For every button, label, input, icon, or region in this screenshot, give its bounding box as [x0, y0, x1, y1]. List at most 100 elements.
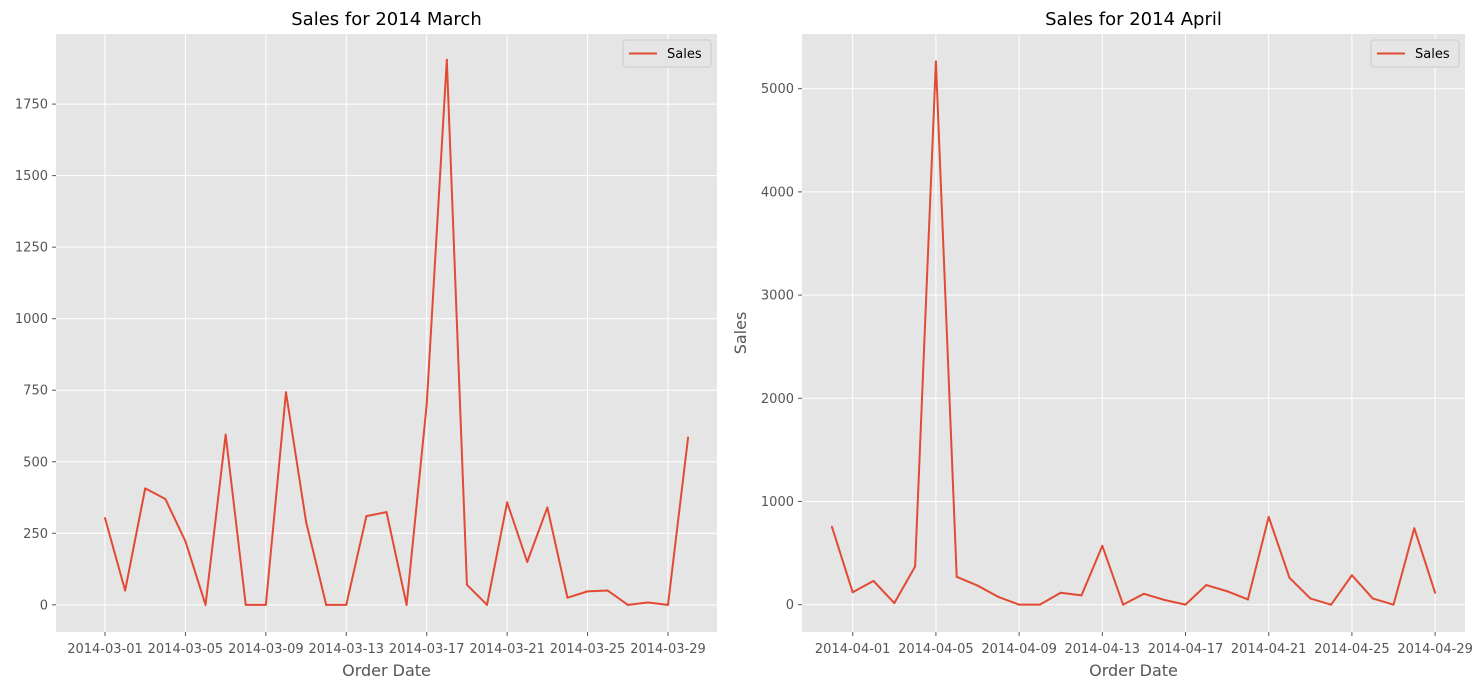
data-point	[365, 515, 368, 518]
data-point	[184, 540, 187, 543]
data-point	[345, 603, 348, 606]
data-point	[566, 596, 569, 599]
x-tick-label: 2014-03-25	[550, 642, 626, 657]
data-point	[1184, 603, 1187, 606]
data-point	[606, 589, 609, 592]
chart-2: 2014-04-01 2014-04-05 2014-04-09 2014-04-13…	[731, 9, 1473, 680]
x-tick-label: 2014-04-09	[981, 642, 1057, 657]
data-point	[244, 603, 247, 606]
data-point	[976, 584, 979, 587]
data-point	[626, 603, 629, 606]
data-point	[1350, 574, 1353, 577]
y-tick-label: 1750	[15, 98, 48, 113]
x-tick-label: 2014-04-29	[1397, 642, 1473, 657]
plot-area	[56, 34, 717, 632]
data-point	[264, 603, 267, 606]
data-point	[1267, 515, 1270, 518]
data-point	[506, 501, 509, 504]
data-point	[687, 436, 690, 439]
data-point	[1122, 603, 1125, 606]
y-tick-label: 250	[23, 527, 48, 542]
data-point	[445, 58, 448, 61]
chart-title: Sales for 2014 March	[291, 9, 482, 30]
data-point	[526, 560, 529, 563]
x-tick-label: 2014-04-21	[1231, 642, 1307, 657]
series-line-sales	[104, 58, 690, 606]
x-tick-label: 2014-04-01	[815, 642, 891, 657]
data-point	[104, 517, 107, 520]
data-point	[872, 579, 875, 582]
data-point	[1434, 591, 1437, 594]
x-tick-label: 2014-04-13	[1065, 642, 1141, 657]
data-point	[893, 602, 896, 605]
data-point	[1413, 527, 1416, 530]
data-point	[830, 525, 833, 528]
data-point	[144, 487, 147, 490]
data-point	[1163, 599, 1166, 602]
series-line-sales	[830, 60, 1437, 606]
data-point	[666, 603, 669, 606]
x-tick-label: 2014-03-13	[309, 642, 385, 657]
data-point	[1142, 592, 1145, 595]
x-tick-label: 2014-03-21	[469, 642, 545, 657]
x-tick-label: 2014-03-17	[389, 642, 465, 657]
data-point	[1226, 590, 1229, 593]
data-point	[486, 603, 489, 606]
data-point	[851, 591, 854, 594]
x-tick-label: 2014-03-05	[148, 642, 224, 657]
y-tick-label: 1250	[15, 241, 48, 256]
x-axis-label: Order Date	[1089, 661, 1178, 680]
x-tick-label: 2014-04-25	[1314, 642, 1390, 657]
legend-frame	[622, 39, 712, 68]
data-point	[1101, 544, 1104, 547]
y-tick-label: 2000	[761, 392, 794, 407]
data-point	[164, 497, 167, 500]
legend: Sales	[622, 39, 712, 68]
x-tick-label: 2014-03-29	[630, 642, 706, 657]
data-point	[934, 60, 937, 63]
data-point	[1392, 603, 1395, 606]
y-tick-label: 500	[23, 455, 48, 470]
data-point	[224, 433, 227, 436]
legend-label: Sales	[1415, 47, 1450, 62]
y-tick-label: 1000	[761, 495, 794, 510]
y-tick-label: 5000	[761, 82, 794, 97]
data-point	[1205, 584, 1208, 587]
data-point	[1330, 603, 1333, 606]
chart-1: 2014-03-01 2014-03-05 2014-03-09 2014-03-13…	[15, 9, 717, 680]
data-point	[546, 506, 549, 509]
data-point	[1288, 576, 1291, 579]
y-tick-label: 4000	[761, 185, 794, 200]
y-tick-label: 3000	[761, 289, 794, 304]
x-axis-label: Order Date	[342, 661, 431, 680]
data-point	[1018, 603, 1021, 606]
data-point	[1080, 594, 1083, 597]
data-point	[1059, 591, 1062, 594]
plot-area	[802, 34, 1465, 632]
data-point	[425, 403, 428, 406]
data-point	[955, 575, 958, 578]
data-point	[646, 601, 649, 604]
data-point	[914, 565, 917, 568]
data-point	[997, 595, 1000, 598]
data-point	[124, 589, 127, 592]
legend-label: Sales	[667, 47, 702, 62]
data-point	[385, 511, 388, 514]
data-point	[1309, 597, 1312, 600]
x-tick-label: 2014-04-05	[898, 642, 974, 657]
y-tick-label: 1500	[15, 169, 48, 184]
y-tick-label: 750	[23, 384, 48, 399]
x-tick-label: 2014-03-09	[228, 642, 304, 657]
data-point	[305, 520, 308, 523]
data-point	[465, 583, 468, 586]
data-point	[1371, 597, 1374, 600]
x-tick-label: 2014-03-01	[67, 642, 143, 657]
chart-title: Sales for 2014 April	[1045, 9, 1222, 30]
y-tick-label: 1000	[15, 312, 48, 327]
legend: Sales	[1370, 39, 1460, 68]
data-point	[1038, 603, 1041, 606]
data-point	[204, 603, 207, 606]
data-point	[405, 603, 408, 606]
y-tick-label: 0	[786, 598, 794, 613]
